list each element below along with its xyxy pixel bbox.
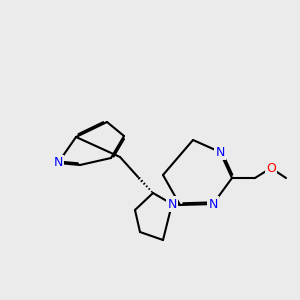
Text: N: N — [208, 197, 218, 211]
Text: N: N — [215, 146, 225, 158]
Text: N: N — [167, 197, 177, 211]
Text: O: O — [266, 161, 276, 175]
Text: N: N — [53, 157, 63, 169]
